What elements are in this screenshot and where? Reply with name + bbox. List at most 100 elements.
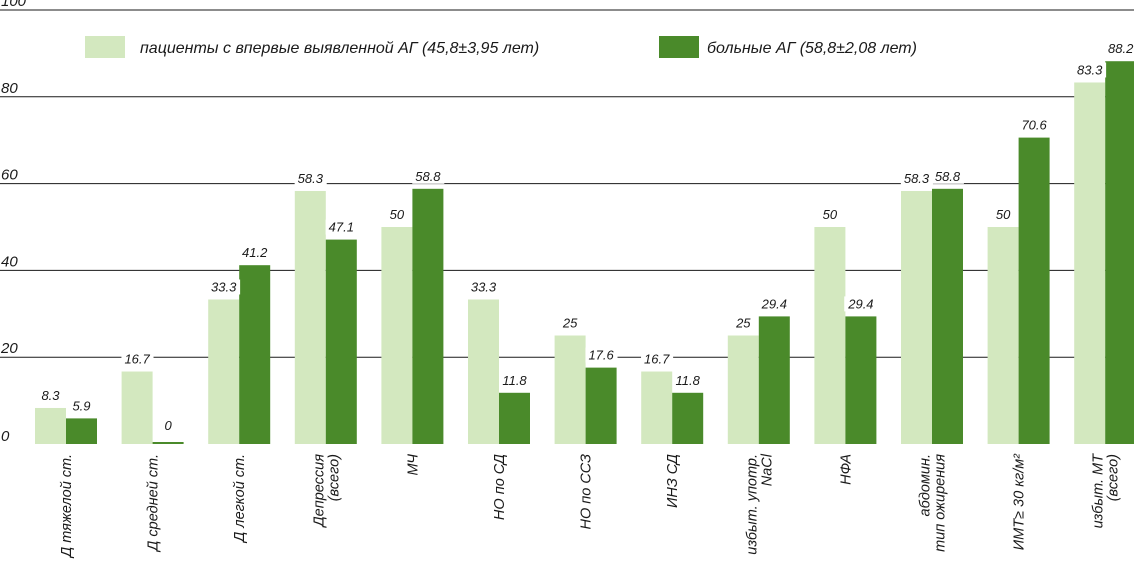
y-tick-label: 100 — [1, 0, 27, 10]
bar-new-7 — [554, 335, 586, 444]
bar-existing-1 — [66, 418, 97, 444]
data-label: 29.4 — [761, 296, 787, 311]
data-label: 50 — [823, 207, 838, 222]
data-label: 25 — [562, 316, 578, 331]
data-label: 58.8 — [935, 169, 961, 184]
label-backing — [900, 170, 933, 186]
category-label-line: МЧ — [405, 454, 421, 476]
bar-existing-10 — [845, 316, 877, 444]
label-backing — [208, 279, 241, 295]
category-label-text: НО по ССЗ — [579, 454, 595, 530]
legend: пациенты с впервые выявленной АГ (45,8±3… — [79, 30, 932, 64]
category-label-text: ИМТ≥ 30 кг/м² — [1012, 453, 1028, 550]
y-tick-label: 0 — [1, 428, 10, 445]
label-backing — [239, 245, 272, 261]
data-label: 16.7 — [124, 352, 150, 367]
bar-new-3 — [208, 299, 240, 444]
category-label-line: Депрессия — [311, 454, 327, 529]
category-label-line: НФА — [838, 454, 854, 485]
bars — [35, 61, 1134, 444]
category-label: Д тяжелой ст. — [59, 454, 75, 559]
data-label: 58.3 — [904, 171, 930, 186]
label-backing — [1074, 62, 1107, 78]
bar-new-12 — [987, 227, 1019, 444]
category-label: ИНЗ СД — [665, 454, 681, 508]
category-label-text: МЧ — [405, 454, 421, 476]
data-label: 58.8 — [415, 169, 441, 184]
label-backing — [38, 387, 64, 403]
category-label-line: (всего) — [326, 454, 342, 501]
label-backing — [585, 347, 618, 363]
category-label-text: НО по СД — [492, 454, 508, 520]
bar-new-11 — [901, 190, 932, 444]
category-label: абдомин.тип ожирения — [918, 454, 949, 552]
legend-backing — [653, 30, 932, 64]
label-backing — [325, 219, 357, 235]
category-label-text: Д средней ст. — [146, 454, 162, 553]
category-label-text: НФА — [838, 454, 854, 485]
category-label-line: Д легкой ст. — [232, 454, 248, 544]
bar-existing-5 — [412, 188, 444, 444]
category-label-line: избыт. МТ — [1091, 453, 1107, 529]
category-label-text: Депрессия(всего) — [311, 454, 342, 529]
bar-new-10 — [814, 227, 846, 444]
category-label: Д легкой ст. — [232, 454, 248, 544]
bar-new-13 — [1074, 82, 1106, 444]
y-tick-label: 60 — [1, 167, 18, 184]
data-label: 58.3 — [298, 171, 324, 186]
label-backing — [641, 351, 674, 367]
label-backing — [558, 315, 582, 331]
bar-existing-11 — [932, 188, 963, 444]
category-label-text: абдомин.тип ожирения — [918, 454, 949, 552]
label-backing — [992, 207, 1015, 222]
category-label: НО по СД — [492, 454, 508, 520]
category-label: МЧ — [405, 454, 421, 476]
data-label: 33.3 — [211, 279, 237, 294]
y-tick-label: 80 — [1, 80, 18, 97]
legend-backing — [79, 30, 560, 64]
category-label-line: NaCl — [759, 453, 775, 486]
category-label-text: избыт. МТ(всего) — [1091, 453, 1122, 529]
label-backing — [467, 279, 500, 295]
bar-new-4 — [294, 190, 326, 444]
bar-new-6 — [468, 299, 499, 444]
legend-label-2: больные АГ (58,8±2,08 лет) — [707, 40, 917, 57]
category-label-line: НО по ССЗ — [579, 454, 595, 530]
label-backing — [499, 372, 531, 388]
data-label: 29.4 — [847, 296, 873, 311]
data-label: 41.2 — [242, 245, 268, 260]
category-label: ИМТ≥ 30 кг/м² — [1012, 453, 1028, 550]
data-label: 8.3 — [41, 388, 60, 403]
label-backing — [819, 207, 841, 222]
y-axis-ticks: 0 20 40 60 80 100 — [0, 0, 27, 445]
category-label-text: ИНЗ СД — [665, 454, 681, 508]
data-label: 16.7 — [644, 352, 670, 367]
data-label: 50 — [996, 207, 1011, 222]
data-label: 47.1 — [329, 220, 354, 235]
category-label: НФА — [838, 454, 854, 485]
label-backing — [121, 351, 154, 367]
bar-existing-12 — [1018, 137, 1050, 444]
label-backing — [844, 296, 877, 312]
label-backing — [386, 207, 408, 222]
data-label: 11.8 — [502, 373, 527, 388]
data-label: 25 — [735, 316, 751, 331]
category-label-line: Д тяжелой ст. — [59, 454, 75, 559]
data-label: 33.3 — [471, 279, 497, 294]
label-backing — [757, 296, 790, 312]
data-label: 70.6 — [1021, 118, 1047, 133]
bar-existing-6 — [499, 392, 530, 444]
bar-new-9 — [727, 335, 759, 444]
data-label: 88.2 — [1108, 41, 1134, 56]
category-label-line: избыт. употр. — [744, 454, 760, 555]
data-label: 11.8 — [676, 373, 701, 388]
category-label-line: ИНЗ СД — [665, 454, 681, 508]
data-label: 5.9 — [72, 398, 90, 413]
bar-new-5 — [381, 227, 413, 444]
category-label-line: абдомин. — [918, 454, 934, 516]
bar-new-2 — [121, 371, 153, 444]
category-label: НО по ССЗ — [579, 454, 595, 530]
category-label-text: Д тяжелой ст. — [59, 454, 75, 559]
data-labels: 8.3 5.9 16.7 0 33.3 41.2 58.3 47.1 50 58.8 33.3 11.… — [38, 41, 1134, 433]
category-label: избыт. МТ(всего) — [1091, 453, 1122, 529]
